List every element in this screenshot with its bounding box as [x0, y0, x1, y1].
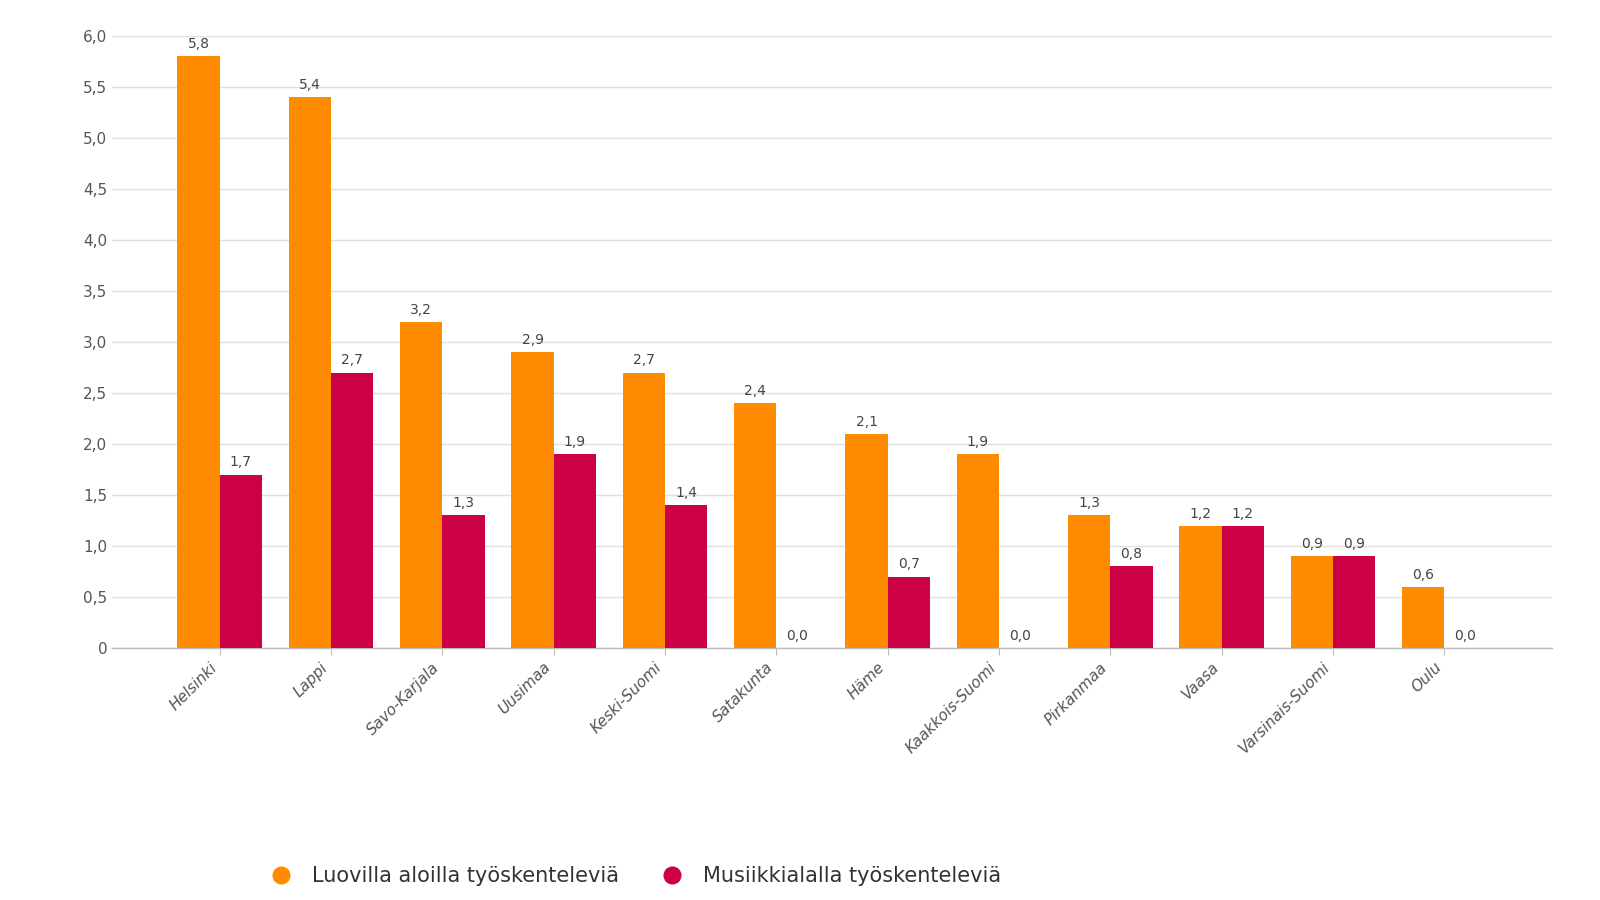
Bar [957, 454, 998, 648]
Legend: Luovilla aloilla työskenteleviä, Musiikkialalla työskenteleviä: Luovilla aloilla työskenteleviä, Musiikk… [253, 858, 1010, 895]
Bar [512, 352, 554, 648]
Bar [1222, 526, 1264, 648]
Text: 2,1: 2,1 [856, 415, 877, 428]
Text: 0,6: 0,6 [1413, 568, 1434, 581]
Bar [442, 516, 485, 648]
Bar [1110, 566, 1152, 648]
Text: 1,2: 1,2 [1232, 507, 1254, 520]
Text: 1,2: 1,2 [1189, 507, 1211, 520]
Bar [554, 454, 597, 648]
Bar [1179, 526, 1222, 648]
Text: 1,3: 1,3 [1078, 496, 1101, 510]
Bar [1067, 516, 1110, 648]
Text: 0,0: 0,0 [1454, 629, 1477, 643]
Bar [666, 505, 707, 648]
Bar [331, 373, 373, 648]
Text: 5,4: 5,4 [299, 78, 322, 92]
Text: 2,7: 2,7 [341, 354, 363, 367]
Bar [219, 474, 262, 648]
Bar [888, 577, 930, 648]
Text: 2,9: 2,9 [522, 333, 544, 347]
Text: 0,8: 0,8 [1120, 547, 1142, 562]
Text: 3,2: 3,2 [410, 302, 432, 317]
Bar [1333, 556, 1376, 648]
Bar [288, 97, 331, 648]
Text: 1,7: 1,7 [230, 455, 251, 470]
Text: 0,0: 0,0 [1010, 629, 1030, 643]
Text: 1,9: 1,9 [966, 435, 989, 449]
Bar [734, 403, 776, 648]
Text: 0,0: 0,0 [787, 629, 808, 643]
Bar [400, 321, 442, 648]
Text: 2,4: 2,4 [744, 384, 766, 398]
Bar [622, 373, 666, 648]
Bar [845, 434, 888, 648]
Text: 2,7: 2,7 [634, 354, 654, 367]
Bar [178, 57, 219, 648]
Text: 0,9: 0,9 [1342, 537, 1365, 551]
Text: 1,3: 1,3 [453, 496, 475, 510]
Text: 1,4: 1,4 [675, 486, 698, 500]
Text: 0,9: 0,9 [1301, 537, 1323, 551]
Text: 0,7: 0,7 [898, 557, 920, 572]
Bar [1291, 556, 1333, 648]
Text: 5,8: 5,8 [187, 37, 210, 51]
Bar [1402, 587, 1445, 648]
Text: 1,9: 1,9 [563, 435, 586, 449]
